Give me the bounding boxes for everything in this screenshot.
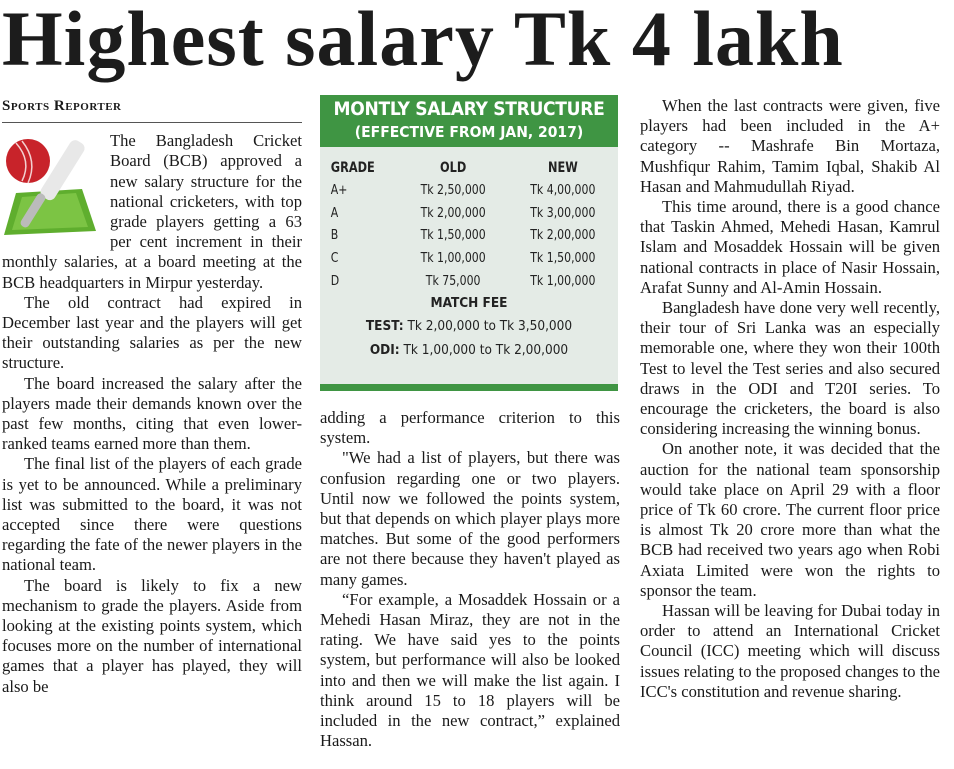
box-subtitle: (EFFECTIVE FROM JAN, 2017) (354, 123, 584, 141)
grade-cell: A+ (330, 182, 348, 199)
match-fee-title: MATCH FEE (430, 294, 508, 311)
paragraph: The board increased the salary after the… (2, 373, 302, 454)
salary-structure-box: MONTLY SALARY STRUCTURE (EFFECTIVE FROM … (320, 95, 618, 391)
new-salary-cell: Tk 1,00,000 (530, 272, 596, 289)
paragraph: This time around, there is a good chance… (640, 197, 940, 297)
cricket-ball-bat-icon (4, 139, 96, 236)
test-value: Tk 2,00,000 to Tk 3,50,000 (407, 318, 573, 335)
column-2: adding a performance criterion to this s… (320, 408, 620, 751)
old-salary-cell: Tk 1,50,000 (420, 227, 486, 244)
old-salary-cell: Tk 1,00,000 (420, 250, 486, 267)
box-title: MONTLY SALARY STRUCTURE (333, 98, 605, 120)
column-header: GRADE (330, 160, 375, 176)
paragraph: “For example, a Mosaddek Hossain or a Me… (320, 589, 620, 751)
paragraph: On another note, it was decided that the… (640, 439, 940, 600)
new-salary-cell: Tk 1,50,000 (530, 250, 596, 267)
headline: Highest salary Tk 4 lakh (2, 0, 844, 82)
column-header: OLD (439, 160, 467, 176)
table-row: B Tk 1,50,000 Tk 2,00,000 (320, 224, 618, 247)
grade-cell: C (330, 250, 339, 267)
paragraph: Hassan will be leaving for Dubai today i… (640, 601, 941, 701)
paragraph: The final list of the players of each gr… (2, 454, 302, 575)
paragraph: The board is likely to fix a new mechani… (2, 575, 302, 696)
odi-label: ODI: (369, 341, 400, 358)
paragraph: "We had a list of players, but there was… (320, 448, 620, 589)
box-header: MONTLY SALARY STRUCTURE (EFFECTIVE FROM … (320, 95, 618, 147)
paragraph: adding a performance criterion to this s… (320, 408, 620, 448)
table-row: A+ Tk 2,50,000 Tk 4,00,000 (320, 179, 618, 202)
new-salary-cell: Tk 2,00,000 (530, 227, 596, 244)
paragraph: Bangladesh have done very well recently,… (640, 298, 940, 439)
paragraph: The Bangladesh Cricket Board (BCB) appro… (2, 131, 302, 292)
old-salary-cell: Tk 2,00,000 (420, 204, 486, 221)
old-salary-cell: Tk 75,000 (425, 272, 481, 289)
box-footer-bar (320, 384, 618, 391)
grade-cell: B (330, 227, 339, 244)
new-salary-cell: Tk 4,00,000 (530, 182, 596, 199)
test-label: TEST: (365, 318, 404, 335)
grade-cell: D (330, 272, 340, 289)
column-header: NEW (547, 160, 578, 176)
match-fee-section: MATCH FEE TEST: Tk 2,00,000 to Tk 3,50,0… (320, 292, 618, 363)
paragraph: When the last contracts were given, five… (640, 96, 940, 196)
grade-cell: A (330, 204, 339, 221)
paragraph: The old contract had expired in December… (2, 292, 302, 373)
table-row: D Tk 75,000 Tk 1,00,000 (320, 269, 618, 292)
odi-value: Tk 1,00,000 to Tk 2,00,000 (403, 341, 569, 358)
old-salary-cell: Tk 2,50,000 (420, 182, 486, 199)
column-3: When the last contracts were given, five… (640, 96, 940, 702)
table-row: A Tk 2,00,000 Tk 3,00,000 (320, 202, 618, 225)
column-1: Sports Reporter The Bangladesh Cricket B… (2, 96, 302, 697)
byline: Sports Reporter (2, 96, 302, 124)
salary-table: GRADE OLD NEW A+ Tk 2,50,000 Tk 4,00,000 A T… (320, 157, 618, 292)
table-row: C Tk 1,00,000 Tk 1,50,000 (320, 247, 618, 270)
new-salary-cell: Tk 3,00,000 (530, 204, 596, 221)
